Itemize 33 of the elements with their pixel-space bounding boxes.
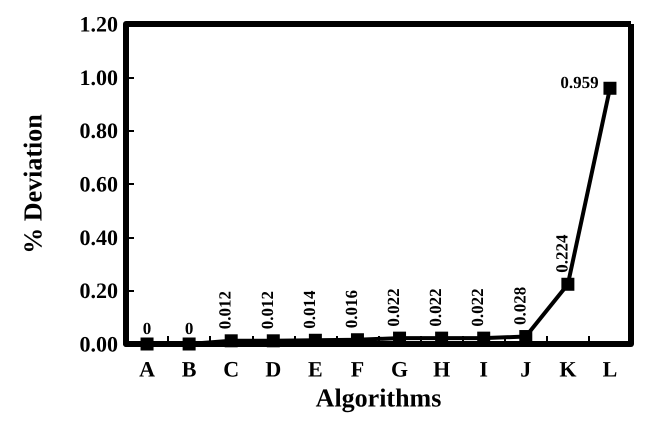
x-tick-label: B [182,356,197,382]
data-label: 0.012 [258,291,277,330]
data-label: 0.016 [342,290,361,328]
x-tick-label: D [265,356,282,382]
data-label: 0.224 [552,234,572,273]
data-label: 0.028 [510,286,530,326]
x-tick-label: K [559,356,576,382]
x-tick-label: I [479,356,488,382]
x-tick-label: G [390,356,408,382]
data-label: 0 [142,319,152,338]
x-axis-title: Algorithms [316,383,442,412]
y-tick-label: 0.80 [80,118,118,144]
data-label: 0.012 [216,291,235,330]
y-tick-label: 0.40 [80,224,118,250]
y-tick-label: 1.20 [80,12,118,36]
y-tick-label: 0.20 [80,278,118,304]
data-label: 0.022 [426,288,446,327]
y-tick-label: 0.00 [80,332,118,356]
x-tick-label: C [223,356,240,382]
x-tick-label: A [139,356,156,382]
x-tick-label: F [350,356,364,382]
y-axis-title: % Deviation [18,114,48,254]
data-label: 0.022 [384,288,404,327]
data-label: 0.022 [468,288,488,327]
data-label: 0 [184,319,194,338]
x-tick-label: J [520,356,532,382]
y-tick-label: 0.60 [80,172,118,196]
data-label: 0.959 [560,72,599,92]
y-tick-label: 1.00 [80,64,118,90]
data-label: 0.014 [300,290,319,329]
x-tick-label: E [308,356,323,382]
x-tick-label: H [433,356,450,382]
x-tick-label: L [602,356,618,382]
